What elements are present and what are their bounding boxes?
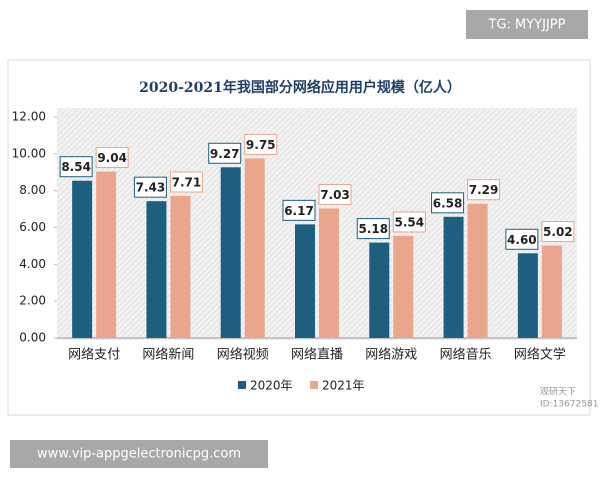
y-tick-label: 0.00 <box>19 331 46 345</box>
data-label: 7.29 <box>469 183 499 197</box>
data-label: 8.54 <box>61 160 91 174</box>
url-box <box>10 440 268 468</box>
data-label-box <box>133 176 167 198</box>
url: www.vip-appgelectronicpg.com <box>37 447 241 462</box>
y-tick-label: 12.00 <box>12 110 46 124</box>
badge: TG: MYYJJPP <box>488 18 566 33</box>
plot-area <box>57 108 577 340</box>
x-tick-label: 网络新闻 <box>142 347 194 363</box>
bar <box>295 224 315 338</box>
data-label-box <box>541 221 575 243</box>
badge-box <box>466 10 588 39</box>
bar <box>517 253 538 338</box>
data-label-box <box>392 211 426 233</box>
x-tick-label: 网络直播 <box>291 347 343 363</box>
bar <box>369 242 390 338</box>
legend-swatch <box>238 381 246 389</box>
data-label: 6.58 <box>433 196 463 210</box>
y-tick-label: 2.00 <box>19 294 46 308</box>
legend-label: 2020年 <box>250 379 293 393</box>
bar <box>170 196 191 338</box>
y-tick-label: 8.00 <box>19 183 46 197</box>
data-label: 9.27 <box>210 147 240 161</box>
data-label-box <box>356 218 390 240</box>
data-label-box <box>505 228 539 250</box>
bar <box>541 245 562 338</box>
bar <box>244 158 265 338</box>
x-tick-label: 网络游戏 <box>365 347 417 363</box>
bar <box>319 208 339 338</box>
x-tick-label: 网络视频 <box>217 347 269 363</box>
data-label-box <box>95 147 129 169</box>
legend-label: 2021年 <box>322 379 365 393</box>
x-tick-label: 网络支付 <box>68 347 120 363</box>
data-label-box <box>169 171 203 193</box>
y-tick-label: 4.00 <box>19 257 46 271</box>
data-label: 9.04 <box>97 151 127 165</box>
bar <box>96 171 117 338</box>
watermark: ID:13672581 <box>540 400 598 410</box>
data-label-box <box>208 142 242 164</box>
data-label-box <box>59 156 93 178</box>
watermark: 观研天下 <box>540 387 576 398</box>
data-label: 7.43 <box>136 181 166 195</box>
data-label: 5.18 <box>358 222 388 236</box>
x-tick-label: 网络音乐 <box>440 347 492 363</box>
data-label-box <box>431 192 465 214</box>
data-label: 9.75 <box>246 138 276 152</box>
data-label: 5.54 <box>394 215 424 229</box>
data-label-box <box>318 184 352 206</box>
data-label-box <box>467 179 501 201</box>
bar <box>393 235 414 338</box>
data-label: 7.71 <box>172 176 202 190</box>
data-label: 7.03 <box>320 188 350 202</box>
data-label: 5.02 <box>543 225 573 239</box>
chart-title: 2020-2021年我国部分网络应用用户规模（亿人） <box>139 79 461 96</box>
bar <box>443 216 464 338</box>
x-tick-label: 网络文学 <box>514 347 566 363</box>
legend-swatch <box>310 381 318 389</box>
y-tick-label: 10.00 <box>12 146 46 160</box>
y-tick-label: 6.00 <box>19 220 46 234</box>
bar <box>72 180 93 338</box>
data-label-box <box>244 133 278 155</box>
data-label: 4.60 <box>507 233 537 247</box>
data-label: 6.17 <box>284 204 314 218</box>
data-label-box <box>282 199 316 221</box>
bar <box>220 167 241 338</box>
bar <box>467 203 488 338</box>
bar <box>146 201 167 338</box>
